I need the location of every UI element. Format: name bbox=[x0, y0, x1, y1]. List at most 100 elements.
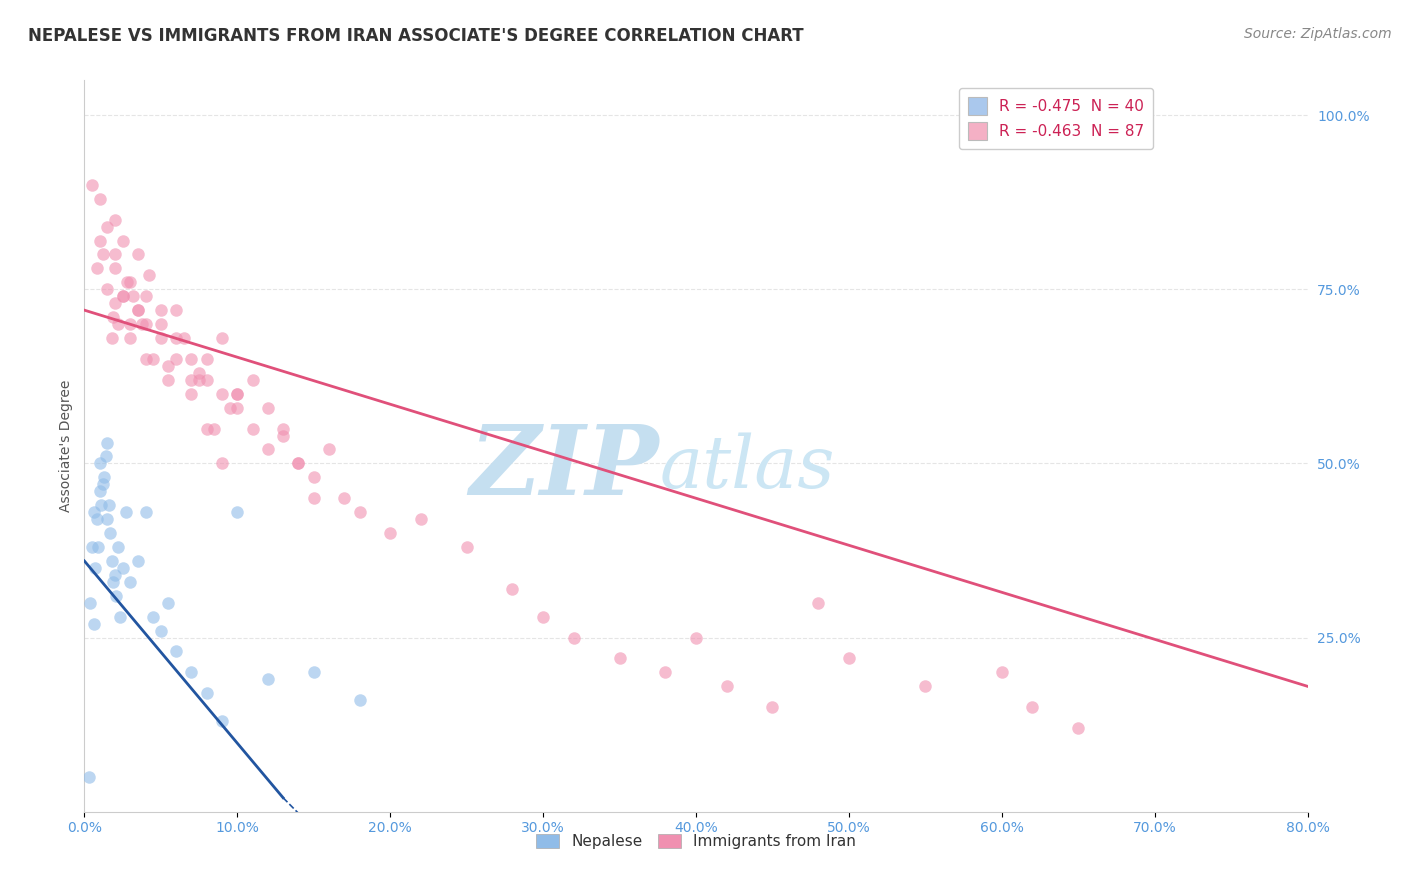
Point bbox=[111, 289, 134, 303]
Point bbox=[333, 491, 356, 506]
Point bbox=[226, 386, 249, 401]
Point bbox=[409, 512, 432, 526]
Text: Source: ZipAtlas.com: Source: ZipAtlas.com bbox=[1244, 27, 1392, 41]
Text: ZIP: ZIP bbox=[470, 421, 659, 515]
Point bbox=[211, 457, 233, 471]
Point bbox=[108, 609, 131, 624]
Point bbox=[142, 609, 165, 624]
Point bbox=[127, 303, 149, 318]
Point bbox=[83, 616, 105, 631]
Point bbox=[149, 624, 172, 638]
Point bbox=[287, 457, 309, 471]
Point bbox=[257, 401, 280, 415]
Point bbox=[195, 686, 218, 700]
Point bbox=[135, 289, 157, 303]
Point bbox=[914, 679, 936, 693]
Point bbox=[211, 386, 233, 401]
Point bbox=[165, 351, 187, 366]
Point bbox=[83, 505, 105, 519]
Point bbox=[104, 247, 127, 261]
Point bbox=[111, 234, 134, 248]
Point bbox=[94, 450, 117, 464]
Point bbox=[654, 665, 676, 680]
Point bbox=[120, 317, 142, 331]
Point bbox=[97, 498, 120, 512]
Text: atlas: atlas bbox=[659, 433, 835, 503]
Point bbox=[120, 275, 142, 289]
Point bbox=[84, 561, 107, 575]
Point bbox=[226, 401, 249, 415]
Point bbox=[456, 540, 478, 554]
Point bbox=[105, 589, 128, 603]
Point bbox=[104, 567, 127, 582]
Point bbox=[302, 470, 325, 484]
Point bbox=[157, 596, 180, 610]
Point bbox=[89, 457, 111, 471]
Point bbox=[103, 574, 125, 589]
Point bbox=[173, 331, 195, 345]
Legend: Nepalese, Immigrants from Iran: Nepalese, Immigrants from Iran bbox=[530, 828, 862, 855]
Point bbox=[157, 359, 180, 373]
Point bbox=[127, 554, 149, 568]
Point bbox=[226, 386, 249, 401]
Point bbox=[127, 247, 149, 261]
Point bbox=[716, 679, 738, 693]
Y-axis label: Associate's Degree: Associate's Degree bbox=[59, 380, 73, 512]
Point bbox=[107, 317, 129, 331]
Point bbox=[562, 631, 585, 645]
Point bbox=[195, 421, 218, 435]
Point bbox=[380, 526, 402, 541]
Point bbox=[79, 596, 101, 610]
Point bbox=[114, 505, 136, 519]
Point bbox=[90, 498, 112, 512]
Point bbox=[138, 268, 160, 283]
Point bbox=[165, 303, 187, 318]
Point bbox=[242, 421, 264, 435]
Point bbox=[180, 665, 202, 680]
Point bbox=[271, 421, 294, 435]
Point bbox=[609, 651, 631, 665]
Point bbox=[838, 651, 860, 665]
Point bbox=[101, 554, 124, 568]
Point bbox=[685, 631, 707, 645]
Point bbox=[349, 505, 371, 519]
Point bbox=[180, 386, 202, 401]
Point bbox=[287, 457, 309, 471]
Point bbox=[120, 331, 142, 345]
Point bbox=[218, 401, 240, 415]
Point bbox=[96, 219, 118, 234]
Point bbox=[131, 317, 153, 331]
Point bbox=[86, 261, 108, 276]
Point bbox=[318, 442, 340, 457]
Point bbox=[111, 289, 134, 303]
Point bbox=[77, 770, 100, 784]
Point bbox=[1021, 700, 1043, 714]
Point bbox=[89, 234, 111, 248]
Point bbox=[257, 673, 280, 687]
Point bbox=[91, 477, 114, 491]
Point bbox=[761, 700, 783, 714]
Point bbox=[103, 310, 125, 325]
Point bbox=[101, 331, 124, 345]
Point bbox=[127, 303, 149, 318]
Point bbox=[122, 289, 145, 303]
Point bbox=[80, 540, 103, 554]
Point bbox=[531, 609, 554, 624]
Point bbox=[302, 491, 325, 506]
Point bbox=[91, 247, 114, 261]
Point bbox=[142, 351, 165, 366]
Point bbox=[195, 351, 218, 366]
Point bbox=[120, 574, 142, 589]
Point bbox=[271, 428, 294, 442]
Point bbox=[226, 505, 249, 519]
Point bbox=[135, 317, 157, 331]
Point bbox=[211, 714, 233, 728]
Point bbox=[188, 373, 211, 387]
Point bbox=[93, 470, 115, 484]
Point bbox=[111, 561, 134, 575]
Point bbox=[107, 540, 129, 554]
Point bbox=[180, 373, 202, 387]
Point bbox=[104, 296, 127, 310]
Point bbox=[149, 317, 172, 331]
Point bbox=[211, 331, 233, 345]
